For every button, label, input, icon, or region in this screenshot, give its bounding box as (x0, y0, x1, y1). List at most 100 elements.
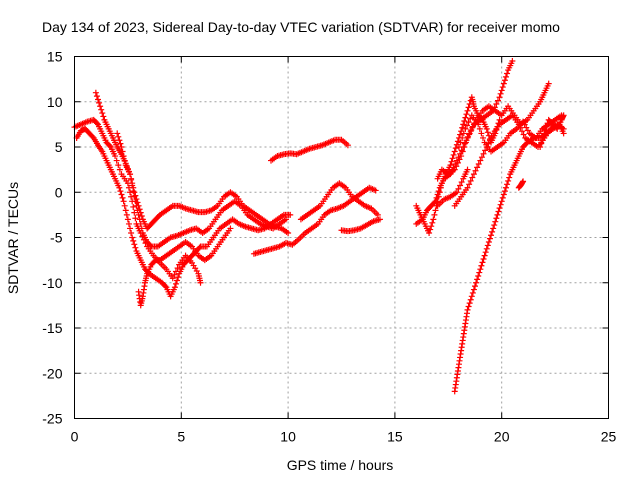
data-point (455, 144, 462, 150)
data-point (485, 140, 492, 147)
data-point (172, 280, 179, 287)
data-point (453, 163, 460, 170)
data-point (121, 157, 128, 164)
data-point (138, 213, 145, 220)
data-point (169, 275, 176, 282)
data-point (504, 181, 511, 188)
data-point (484, 129, 491, 136)
data-point (119, 148, 126, 155)
data-point (133, 202, 140, 209)
data-point (458, 179, 465, 186)
data-point (486, 235, 493, 242)
data-point (122, 207, 129, 214)
data-point (537, 144, 544, 150)
y-tick-label: -20 (42, 365, 62, 381)
data-point (459, 124, 466, 131)
data-point (500, 191, 507, 198)
series-arc-2 (73, 125, 294, 300)
data-point (431, 199, 438, 206)
y-axis-label: SDTVAR / TECUs (5, 182, 21, 294)
data-point (495, 208, 502, 215)
data-point (467, 296, 474, 303)
data-point (538, 140, 545, 147)
data-point (454, 138, 461, 145)
chart-title: Day 134 of 2023, Sidereal Day-to-day VTE… (42, 19, 560, 35)
x-tick-label: 5 (177, 429, 185, 445)
data-point (478, 262, 485, 269)
data-point (454, 159, 461, 166)
data-point (136, 216, 143, 223)
data-point (560, 130, 567, 137)
data-point (428, 223, 435, 230)
data-point (498, 87, 505, 94)
data-point (457, 131, 464, 138)
data-point (462, 114, 469, 121)
data-point (127, 225, 134, 232)
data-points (71, 58, 567, 395)
data-point (448, 158, 455, 165)
data-point (491, 104, 498, 111)
data-point (434, 191, 441, 198)
y-tick-label: 10 (47, 94, 63, 110)
data-point (504, 70, 511, 77)
y-tick-label: -10 (42, 275, 62, 291)
data-point (120, 198, 127, 205)
y-tick-label: -25 (42, 411, 62, 427)
data-point (130, 188, 137, 195)
data-point (466, 181, 473, 188)
data-point (138, 225, 145, 232)
series-arc-3 (92, 89, 292, 236)
data-point (517, 124, 524, 131)
data-point (488, 232, 495, 239)
data-point (452, 145, 459, 152)
data-point (460, 130, 467, 137)
data-point (479, 259, 486, 266)
data-point (427, 226, 434, 233)
data-point (456, 156, 463, 163)
data-point (494, 211, 501, 218)
data-point (460, 121, 467, 128)
y-tick-label: -15 (42, 320, 62, 336)
data-point (483, 144, 490, 150)
data-point (472, 283, 478, 290)
series-arc-15 (434, 166, 471, 209)
data-point (463, 111, 470, 118)
data-point (465, 119, 472, 126)
data-point (496, 205, 503, 212)
series-arc-6 (250, 184, 379, 257)
data-point (477, 157, 484, 164)
data-point (494, 97, 501, 104)
data-point (137, 220, 144, 227)
data-point (474, 164, 481, 171)
data-point (506, 174, 513, 181)
data-point (482, 249, 489, 256)
data-point (197, 279, 204, 286)
data-point (116, 166, 123, 173)
data-point (464, 166, 471, 173)
data-point (476, 125, 483, 132)
data-point (132, 192, 139, 199)
data-point (501, 77, 508, 84)
data-point (372, 187, 379, 194)
data-point (128, 176, 135, 183)
data-point (477, 266, 484, 273)
data-point (501, 188, 508, 195)
data-point (174, 277, 181, 284)
data-point (123, 211, 130, 218)
data-point (129, 234, 136, 241)
data-point (117, 140, 124, 147)
data-point (125, 220, 132, 227)
data-point (457, 139, 464, 146)
data-point (344, 142, 351, 149)
data-point (462, 139, 469, 146)
data-point (174, 265, 181, 272)
data-point (435, 188, 442, 195)
data-point (457, 182, 464, 189)
data-point (542, 127, 549, 134)
data-point (461, 144, 468, 150)
data-point (489, 228, 496, 235)
data-point (175, 274, 182, 281)
data-point (458, 147, 465, 154)
data-point (485, 239, 492, 246)
